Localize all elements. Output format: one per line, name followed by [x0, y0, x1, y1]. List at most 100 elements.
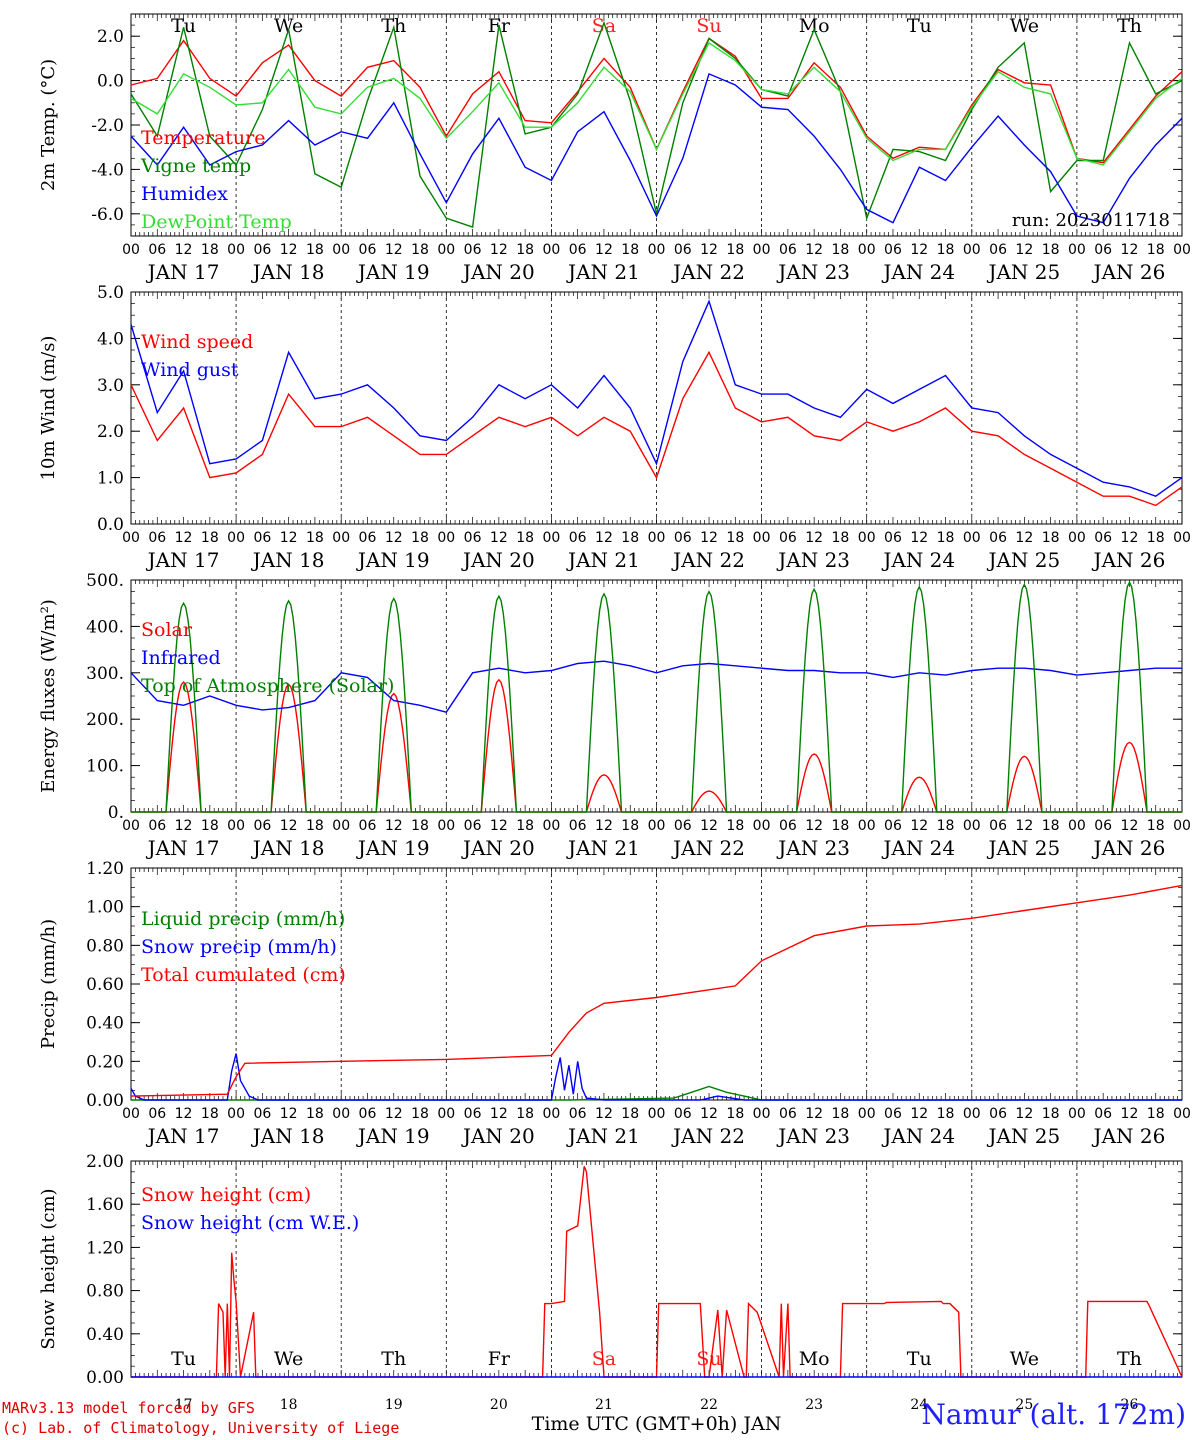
x-tick-label: 12 [910, 818, 928, 834]
x-tick-label: 00 [648, 818, 666, 834]
x-tick-label: 18 [1042, 530, 1060, 546]
x-tick-label: 12 [385, 818, 403, 834]
legend-liquid-precip-mm-h-: Liquid precip (mm/h) [141, 908, 345, 930]
x-tick-label: 12 [595, 818, 613, 834]
y-tick-label: 1.0 [97, 469, 124, 489]
date-label: JAN 25 [986, 1124, 1060, 1148]
x-tick-label: 06 [569, 530, 587, 546]
date-label: JAN 18 [251, 836, 325, 860]
x-tick-label: 18 [621, 1106, 639, 1122]
legend-total-cumulated-cm-: Total cumulated (cm) [141, 964, 346, 986]
x-tick-label: 06 [674, 1106, 692, 1122]
y-tick-label: 0.40 [86, 1325, 124, 1345]
x-tick-label: 12 [1121, 242, 1139, 258]
y-tick-label: 500. [86, 571, 124, 591]
date-label: JAN 26 [1092, 1124, 1166, 1148]
x-tick-label: 00 [542, 530, 560, 546]
x-tick-label: 18 [937, 1106, 955, 1122]
x-tick-label: 00 [122, 530, 140, 546]
x-tick-label: 18 [411, 530, 429, 546]
legend-solar: Solar [141, 619, 193, 641]
x-tick-label: 00 [753, 1106, 771, 1122]
date-label: JAN 25 [986, 260, 1060, 284]
day-label: Th [1117, 1348, 1142, 1370]
y-tick-label: 0.40 [86, 1014, 124, 1034]
x-tick-label: 18 [201, 242, 219, 258]
x-tick-label: 00 [227, 818, 245, 834]
x-tick-label: 18 [201, 530, 219, 546]
x-tick-label: 06 [779, 1106, 797, 1122]
x-tick-label: 00 [753, 530, 771, 546]
date-label: JAN 19 [356, 260, 430, 284]
x-tick-label: 06 [989, 1106, 1007, 1122]
x-tick-label: 12 [1121, 530, 1139, 546]
x-tick-label: 18 [621, 818, 639, 834]
x-tick-label: 12 [175, 530, 193, 546]
x-tick-label: 18 [306, 818, 324, 834]
x-tick-label: 18 [726, 1106, 744, 1122]
date-label: JAN 18 [251, 548, 325, 572]
x-axis-title: Time UTC (GMT+0h) JAN [532, 1413, 782, 1435]
date-label: JAN 20 [461, 260, 535, 284]
date-label: JAN 18 [251, 1124, 325, 1148]
x-tick-label: 12 [700, 818, 718, 834]
x-tick-label: 00 [227, 530, 245, 546]
x-tick-label: 06 [253, 1106, 271, 1122]
x-tick-label: 06 [779, 242, 797, 258]
y-tick-label: 1.60 [86, 1195, 124, 1215]
y-tick-label: 1.00 [86, 898, 124, 918]
x-tick-label: 06 [989, 818, 1007, 834]
x-tick-label: 06 [1094, 1106, 1112, 1122]
y-tick-label: 5.0 [97, 283, 124, 303]
y-axis-label: Energy fluxes (W/m²) [38, 599, 59, 793]
y-tick-label: 2.0 [97, 422, 124, 442]
x-tick-label: 18 [411, 242, 429, 258]
day-label: Tu [907, 15, 932, 37]
x-tick-label: 18 [1147, 530, 1165, 546]
date-label: JAN 26 [1092, 836, 1166, 860]
day-label: Mo [799, 1348, 830, 1370]
y-tick-label: 0.0 [97, 72, 124, 92]
x-tick-label: 00 [437, 530, 455, 546]
y-tick-label: -2.0 [91, 116, 124, 136]
x-tick-label: 18 [411, 818, 429, 834]
x-tick-label: 00 [542, 818, 560, 834]
x-tick-label: 06 [884, 818, 902, 834]
y-axis-label: 2m Temp. (°C) [38, 59, 59, 191]
x-tick-label: 00 [1068, 818, 1086, 834]
y-tick-label: 0.0 [97, 515, 124, 535]
x-tick-label: 06 [569, 818, 587, 834]
x-tick-label: 06 [779, 530, 797, 546]
x-tick-label: 06 [253, 818, 271, 834]
x-tick-label: 06 [359, 1106, 377, 1122]
date-label: JAN 26 [1092, 548, 1166, 572]
x-tick-label: 12 [490, 530, 508, 546]
panel-4: 1.201.000.800.600.400.200.00Precip (mm/h… [38, 859, 1191, 1148]
y-tick-label: 0.00 [86, 1368, 124, 1388]
day-number: 18 [280, 1397, 298, 1413]
day-number: 21 [595, 1397, 613, 1413]
x-tick-label: 18 [516, 530, 534, 546]
date-label: JAN 21 [566, 260, 640, 284]
y-axis-label: Snow height (cm) [38, 1188, 59, 1349]
x-tick-label: 12 [1015, 242, 1033, 258]
date-label: JAN 17 [146, 836, 220, 860]
date-label: JAN 21 [566, 548, 640, 572]
legend-top-of-atmosphere-solar-: Top of Atmosphere (Solar) [141, 675, 394, 697]
x-tick-label: 12 [910, 1106, 928, 1122]
x-tick-label: 06 [569, 1106, 587, 1122]
x-tick-label: 18 [832, 242, 850, 258]
legend-dewpoint-temp: DewPoint Temp [141, 211, 292, 233]
x-tick-label: 18 [1147, 1106, 1165, 1122]
x-tick-label: 06 [1094, 818, 1112, 834]
x-tick-label: 12 [700, 1106, 718, 1122]
date-label: JAN 25 [986, 836, 1060, 860]
x-tick-label: 06 [359, 530, 377, 546]
x-tick-label: 00 [437, 1106, 455, 1122]
y-tick-label: 3.0 [97, 376, 124, 396]
y-tick-label: -6.0 [91, 205, 124, 225]
x-tick-label: 18 [306, 530, 324, 546]
date-label: JAN 22 [671, 836, 745, 860]
x-tick-label: 00 [332, 1106, 350, 1122]
x-tick-label: 06 [359, 242, 377, 258]
